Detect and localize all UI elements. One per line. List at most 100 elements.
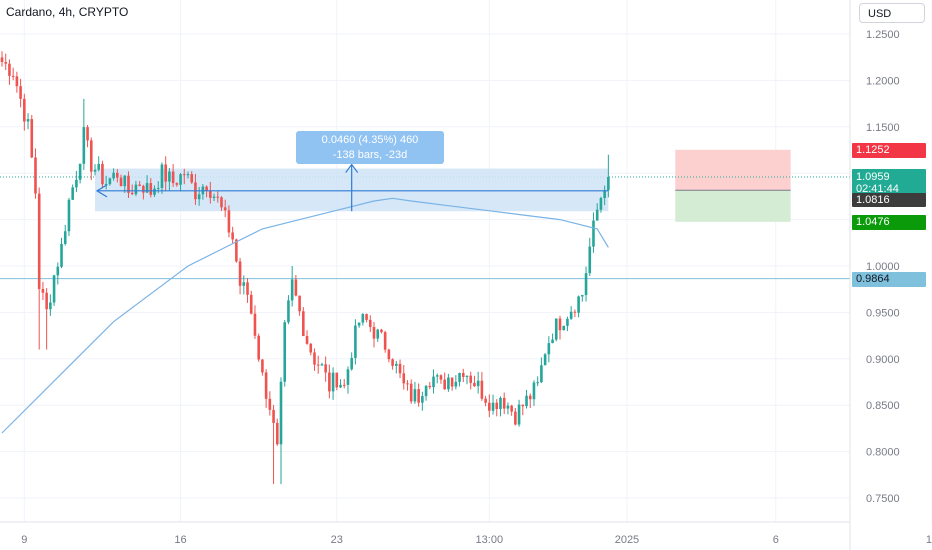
- candle-body: [409, 383, 413, 402]
- moving-average-path: [1, 197, 609, 434]
- time-axis-label: 23: [331, 534, 343, 546]
- candle-body: [469, 375, 473, 383]
- candle-body: [160, 164, 164, 188]
- measure-overlay[interactable]: [95, 163, 609, 212]
- candle-body: [324, 364, 327, 373]
- candle-body: [283, 322, 287, 382]
- candle-body: [123, 175, 127, 187]
- price-axis-label: 0.9000: [866, 354, 900, 366]
- candle-body: [246, 282, 249, 295]
- candle-body: [335, 372, 339, 388]
- candle-body: [528, 395, 532, 400]
- candle-body: [298, 295, 301, 312]
- candle-body: [104, 184, 108, 186]
- candle-body: [145, 183, 149, 193]
- candle-body: [249, 294, 253, 314]
- candle-body: [223, 207, 227, 211]
- candle-body: [584, 273, 588, 296]
- candle-body: [473, 382, 476, 387]
- candle-body: [558, 318, 562, 331]
- candle-body: [63, 231, 67, 244]
- candle-body: [264, 372, 268, 399]
- candle-body: [354, 325, 357, 358]
- candle-body: [588, 246, 592, 274]
- candle-body: [108, 178, 112, 185]
- candle-body: [439, 375, 443, 380]
- candle-body: [488, 402, 491, 411]
- candle-body: [253, 313, 257, 336]
- candle-body: [190, 174, 194, 183]
- candle-body: [261, 359, 264, 373]
- candle-body: [465, 375, 469, 377]
- candle-body: [119, 177, 123, 187]
- price-axis-label: 1.2000: [866, 75, 900, 87]
- candle-body: [398, 363, 402, 374]
- candle-body: [227, 210, 231, 233]
- candle-body: [383, 332, 387, 350]
- candle-body: [547, 343, 551, 355]
- candle-body: [290, 279, 294, 301]
- candle-body: [268, 398, 272, 410]
- take-profit-zone: [675, 149, 791, 191]
- candle-body: [447, 377, 450, 390]
- candle-body: [242, 282, 246, 286]
- bar-countdown: 02:41:44: [856, 183, 899, 195]
- candle-body: [257, 335, 260, 360]
- time-axis-label: 13:00: [476, 534, 504, 546]
- candle-body: [361, 314, 365, 323]
- candle-body: [134, 184, 138, 195]
- price-axis-label: 0.8500: [866, 400, 900, 412]
- drawing-tools[interactable]: [0, 149, 850, 280]
- candle-body: [543, 354, 547, 366]
- entry-price-tag: 1.0816: [852, 193, 926, 207]
- candle-body: [417, 389, 420, 403]
- time-axis-label: 6: [773, 534, 779, 546]
- candle-body: [372, 326, 376, 339]
- candle-body: [309, 343, 313, 353]
- candlestick-series: [0, 51, 610, 485]
- candle-body: [130, 192, 134, 195]
- time-axis[interactable]: 9 16 23 13:00 2025 6 13: [0, 521, 932, 546]
- candle-body: [495, 402, 499, 410]
- candle-body: [142, 185, 145, 193]
- candle-body: [368, 319, 372, 327]
- candle-body: [138, 184, 141, 186]
- candle-body: [168, 171, 171, 182]
- candle-body: [603, 190, 606, 199]
- candle-body: [435, 375, 439, 377]
- candle-body: [179, 174, 182, 185]
- candle-body: [458, 372, 461, 382]
- candle-body: [395, 363, 398, 366]
- current-price-tag: 1.0959 02:41:44: [852, 169, 926, 196]
- measure-up-arrowhead: [345, 163, 359, 173]
- candle-body: [82, 127, 86, 164]
- candle-body: [19, 86, 22, 99]
- candle-body: [153, 188, 156, 195]
- grid-lines: [0, 0, 932, 522]
- candle-body: [156, 187, 160, 189]
- candle-body: [357, 322, 361, 326]
- price-axis-label: 0.7500: [866, 493, 900, 505]
- candle-body: [450, 377, 454, 387]
- candle-body: [45, 292, 48, 310]
- candle-body: [402, 373, 406, 384]
- candle-body: [484, 398, 487, 403]
- candle-body: [97, 163, 101, 170]
- candle-body: [566, 318, 569, 326]
- candle-body: [350, 357, 353, 370]
- measure-tooltip: 0.0460 (4.35%) 460 -138 bars, -23d: [296, 131, 444, 164]
- candle-body: [506, 405, 510, 409]
- candle-body: [86, 127, 89, 141]
- candle-body: [235, 239, 238, 262]
- candle-body: [376, 329, 380, 339]
- candle-body: [316, 364, 320, 366]
- currency-button[interactable]: USD: [859, 3, 925, 23]
- candle-body: [93, 169, 97, 172]
- stop-loss-tag: 1.0476: [852, 215, 926, 230]
- take-profit-tag: 1.1252: [852, 143, 926, 158]
- candle-body: [11, 75, 15, 77]
- candle-body: [37, 193, 41, 289]
- candle-body: [592, 220, 595, 247]
- candle-body: [413, 389, 417, 402]
